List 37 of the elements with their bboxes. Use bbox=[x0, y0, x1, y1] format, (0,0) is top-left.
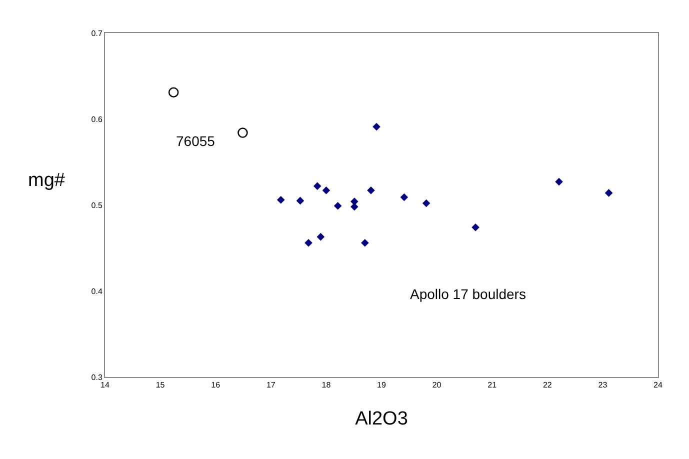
x-tick-label: 14 bbox=[100, 380, 110, 390]
x-tick-label: 15 bbox=[156, 380, 166, 390]
x-tick-label: 17 bbox=[266, 380, 276, 390]
y-tick-label: 0.7 bbox=[91, 28, 103, 38]
x-tick-label: 20 bbox=[432, 380, 442, 390]
annotation: Apollo 17 boulders bbox=[410, 286, 526, 302]
point bbox=[334, 202, 342, 210]
y-tick-label: 0.6 bbox=[91, 114, 103, 124]
point bbox=[296, 196, 304, 205]
x-tick-label: 19 bbox=[377, 380, 386, 390]
x-tick-label: 21 bbox=[488, 380, 498, 390]
x-tick-label: 23 bbox=[598, 380, 608, 390]
x-axis-title: Al2O3 bbox=[355, 408, 408, 430]
point bbox=[555, 178, 563, 186]
y-tick-label: 0.4 bbox=[91, 286, 103, 296]
point bbox=[238, 128, 248, 138]
point bbox=[168, 87, 179, 98]
point bbox=[372, 122, 380, 131]
x-tick-label: 22 bbox=[542, 380, 552, 390]
point bbox=[322, 186, 330, 194]
y-tick-label: 0.3 bbox=[91, 372, 103, 382]
point bbox=[367, 186, 375, 194]
y-tick-label: 0.5 bbox=[91, 200, 103, 210]
y-axis-title: mg# bbox=[28, 170, 66, 191]
point bbox=[604, 189, 613, 197]
point bbox=[313, 182, 322, 190]
point bbox=[304, 238, 312, 247]
annotation: 76055 bbox=[176, 133, 216, 149]
point bbox=[316, 232, 325, 241]
x-tick-label: 24 bbox=[654, 380, 663, 390]
point bbox=[422, 199, 430, 208]
x-tick-label: 18 bbox=[322, 380, 332, 390]
point bbox=[361, 238, 369, 247]
x-tick-label: 16 bbox=[211, 380, 221, 390]
point bbox=[276, 196, 285, 204]
point bbox=[472, 223, 480, 232]
point bbox=[400, 193, 408, 202]
